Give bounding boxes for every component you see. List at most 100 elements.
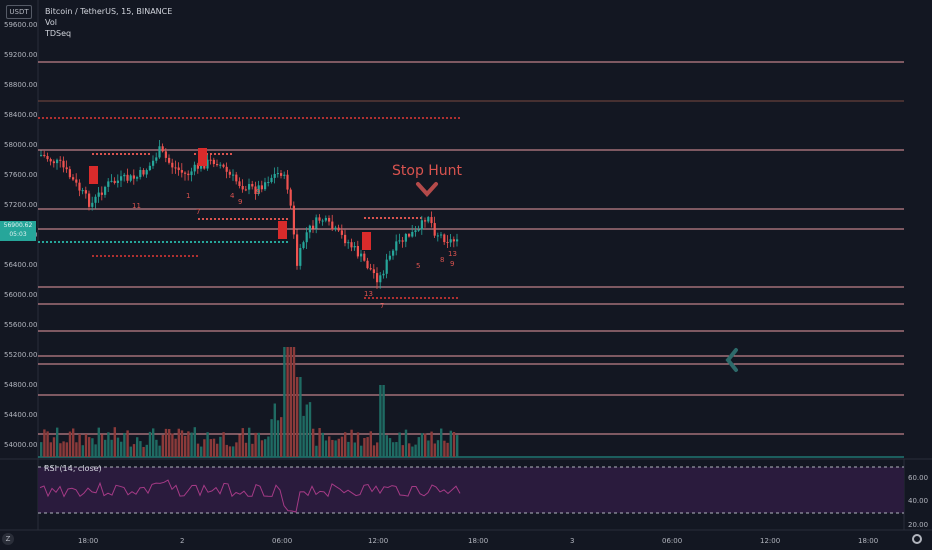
volume-bar — [296, 377, 299, 457]
td-count: 9 — [238, 198, 242, 206]
time-axis-label: 12:00 — [760, 537, 780, 545]
candle — [350, 242, 353, 248]
td-signal-box — [89, 166, 98, 184]
volume-bar — [225, 444, 228, 457]
rsi-line — [39, 479, 461, 513]
td-setup-lines — [38, 117, 460, 299]
candle — [155, 157, 158, 161]
candle — [190, 171, 193, 176]
candle — [366, 260, 369, 269]
td-signal-box — [198, 148, 207, 166]
candle — [449, 239, 452, 243]
candle — [452, 239, 455, 242]
volume-bar — [305, 404, 308, 457]
current-price-badge: 56900.62 05:03 — [0, 221, 36, 241]
volume-bar — [84, 434, 88, 457]
candle — [136, 177, 139, 179]
candle — [257, 185, 260, 195]
candle — [81, 190, 84, 192]
volume-bar — [321, 432, 324, 457]
volume-bar — [337, 438, 340, 457]
candle — [212, 159, 215, 165]
vol-label[interactable]: Vol — [45, 18, 57, 27]
volume-bar — [289, 347, 292, 457]
candle — [264, 182, 267, 190]
volume-bar — [260, 440, 264, 457]
candle — [228, 171, 231, 175]
tdseq-label[interactable]: TDSeq — [45, 29, 72, 38]
volume-bar — [264, 439, 267, 457]
volume-bar — [446, 442, 449, 457]
candle — [388, 255, 391, 260]
chevron-left-icon[interactable] — [725, 348, 738, 372]
candle — [363, 253, 366, 261]
candle — [193, 164, 196, 172]
volume-bar — [315, 445, 318, 457]
volume-bar — [398, 432, 401, 457]
volume-bar — [267, 436, 270, 457]
volume-bar — [78, 433, 81, 457]
td-count: 9 — [450, 260, 454, 268]
volume-bar — [129, 446, 132, 457]
candle — [110, 180, 113, 182]
candle — [379, 275, 382, 283]
candle — [100, 192, 103, 195]
candle — [382, 273, 385, 276]
rsi-axis-label: 20.00 — [908, 521, 928, 529]
candle — [356, 245, 359, 257]
candle — [49, 159, 52, 162]
volume-bar — [270, 419, 273, 457]
volume-bar — [145, 444, 148, 457]
volume-bar — [52, 437, 56, 457]
price-axis[interactable]: 59600.00 59200.00 58800.00 58400.00 58000.00… — [4, 21, 37, 449]
candle — [180, 170, 183, 173]
candle — [46, 156, 49, 160]
candle — [321, 220, 324, 222]
candle — [305, 232, 308, 243]
currency-button[interactable]: USDT — [6, 5, 32, 19]
candle — [417, 229, 420, 231]
candle — [299, 248, 302, 266]
volume-bar — [97, 427, 100, 457]
volume-bar — [427, 440, 430, 457]
candlesticks[interactable] — [40, 139, 459, 289]
candle — [404, 234, 407, 242]
candle — [187, 173, 190, 176]
time-axis[interactable]: 18:00 2 06:00 12:00 18:00 3 06:00 12:00 … — [78, 537, 878, 545]
volume-bar — [209, 439, 212, 457]
support-resistance-lines[interactable] — [38, 61, 904, 458]
symbol-title[interactable]: Bitcoin / TetherUS, 15, BINANCE — [45, 7, 173, 16]
time-axis-label: 18:00 — [858, 537, 878, 545]
volume-bar — [372, 445, 376, 457]
volume-bar — [88, 437, 91, 457]
volume-bar — [286, 347, 289, 457]
td-signal-box — [278, 221, 287, 239]
price-axis-label: 57600.00 — [4, 171, 37, 179]
rsi-label[interactable]: RSI (14, close) — [44, 464, 102, 473]
candle — [251, 184, 254, 187]
candle — [443, 234, 446, 243]
chevron-down-icon[interactable] — [416, 182, 438, 197]
volume-bar — [62, 441, 65, 457]
volume-bar — [222, 432, 225, 457]
candle — [286, 174, 289, 190]
stop-hunt-annotation[interactable]: Stop Hunt — [392, 163, 463, 179]
candle — [43, 154, 46, 157]
candle — [84, 190, 87, 194]
candle — [161, 146, 164, 152]
candle — [334, 227, 337, 230]
volume-bar — [360, 445, 363, 457]
volume-bar — [75, 442, 78, 457]
candle — [196, 164, 199, 169]
volume-bar — [299, 377, 302, 457]
zoom-button[interactable]: Z — [2, 533, 14, 545]
price-axis-label: 57200.00 — [4, 201, 37, 209]
candle — [94, 196, 97, 203]
volume-bar — [328, 436, 331, 457]
settings-gear-icon[interactable] — [912, 534, 922, 544]
candle — [88, 193, 91, 207]
candle — [107, 181, 110, 187]
candle — [408, 234, 411, 237]
candle — [116, 180, 119, 183]
